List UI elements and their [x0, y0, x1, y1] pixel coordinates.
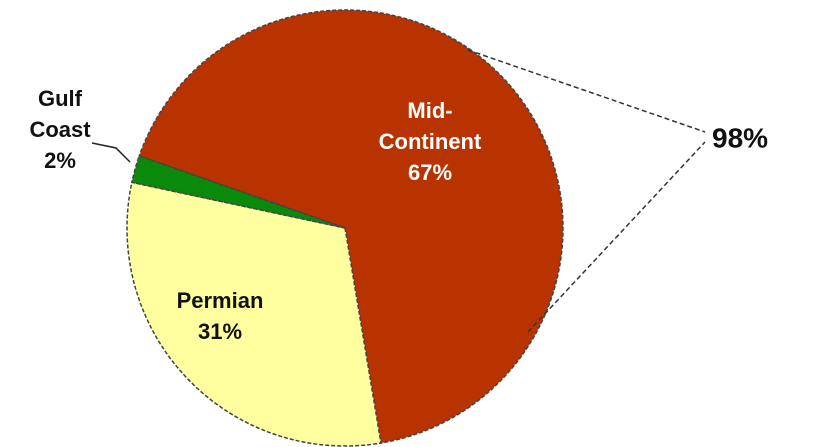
- annotation: 98%: [712, 122, 768, 153]
- pie-slice: [138, 9, 564, 444]
- bracket-line: [527, 141, 706, 333]
- value-label: 2%: [44, 148, 76, 173]
- pie-slice: [130, 154, 346, 229]
- leader-line: [91, 142, 131, 163]
- value-label: 31%: [198, 319, 242, 344]
- pie: [126, 9, 564, 447]
- pie-slice: [126, 181, 382, 447]
- slice-label: Gulf Coast: [29, 86, 91, 142]
- slice-label: Mid-Continent: [379, 98, 482, 154]
- value-label: 67%: [408, 160, 452, 185]
- slice-label: Permian: [177, 288, 264, 313]
- bracket-line: [467, 49, 706, 133]
